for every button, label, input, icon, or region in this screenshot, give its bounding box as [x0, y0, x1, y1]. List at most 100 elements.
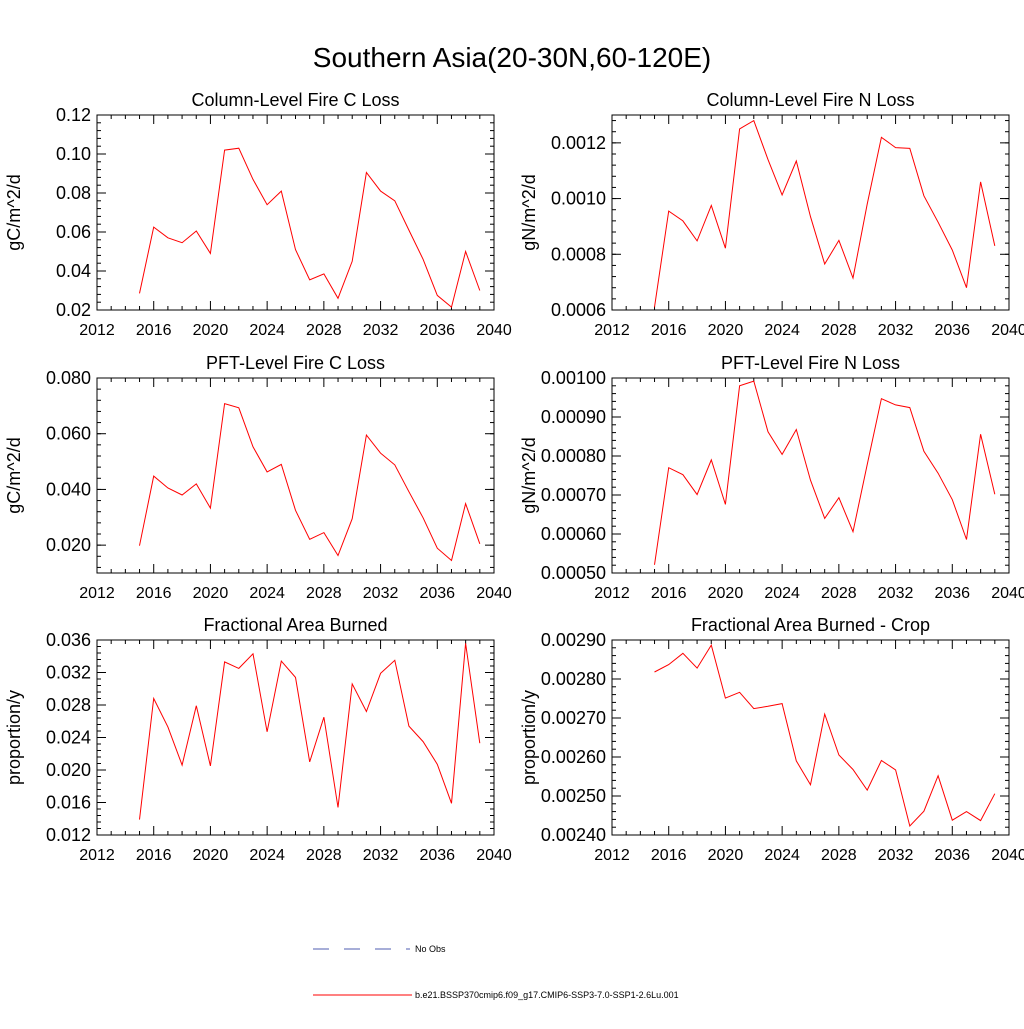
x-tick-label: 2036	[419, 585, 455, 602]
x-tick-label: 2036	[934, 585, 970, 602]
series-line	[654, 380, 996, 565]
panel-title: Column-Level Fire C Loss	[191, 90, 399, 110]
y-axis-label: proportion/y	[4, 690, 24, 785]
x-tick-label: 2040	[476, 847, 512, 864]
y-axis-label: gN/m^2/d	[519, 437, 539, 513]
y-tick-label: 0.0010	[551, 189, 606, 209]
x-tick-label: 2040	[476, 322, 512, 339]
panel-title: Fractional Area Burned - Crop	[691, 615, 930, 635]
plot-frame	[96, 114, 495, 311]
y-tick-label: 0.00280	[541, 669, 606, 689]
x-tick-label: 2032	[363, 322, 399, 339]
plot-frame	[611, 377, 1010, 574]
y-tick-label: 0.08	[56, 183, 91, 203]
x-tick-label: 2012	[79, 322, 115, 339]
y-tick-label: 0.080	[46, 368, 91, 388]
x-tick-label: 2012	[79, 585, 115, 602]
x-tick-label: 2020	[708, 585, 744, 602]
x-tick-label: 2028	[306, 585, 342, 602]
y-tick-label: 0.00270	[541, 708, 606, 728]
x-tick-label: 2016	[136, 322, 172, 339]
x-tick-label: 2016	[136, 585, 172, 602]
y-tick-label: 0.020	[46, 535, 91, 555]
y-tick-label: 0.060	[46, 424, 91, 444]
x-tick-label: 2024	[764, 322, 800, 339]
x-tick-label: 2012	[79, 847, 115, 864]
y-tick-label: 0.0012	[551, 133, 606, 153]
panel-5: Fractional Area Burned proportion/y 2012 20…	[4, 615, 512, 864]
x-tick-label: 2020	[193, 322, 229, 339]
x-tick-label: 2040	[991, 585, 1024, 602]
panel-6: Fractional Area Burned - Crop proportion/…	[519, 615, 1024, 864]
x-tick-label: 2016	[651, 585, 687, 602]
x-tick-label: 2024	[764, 847, 800, 864]
x-tick-label: 2040	[991, 847, 1024, 864]
y-tick-label: 0.00080	[541, 446, 606, 466]
series-line	[654, 643, 996, 828]
panel-4: PFT-Level Fire N Loss gN/m^2/d 2012 2016 202…	[519, 353, 1024, 602]
y-axis-label: gC/m^2/d	[4, 437, 24, 513]
y-tick-label: 0.00240	[541, 825, 606, 845]
y-tick-label: 0.00060	[541, 524, 606, 544]
x-tick-label: 2032	[878, 322, 914, 339]
x-tick-label: 2024	[249, 847, 285, 864]
y-tick-label: 0.032	[46, 663, 91, 683]
x-tick-label: 2036	[419, 322, 455, 339]
x-tick-label: 2012	[594, 322, 630, 339]
x-tick-label: 2040	[476, 585, 512, 602]
series-line	[139, 643, 481, 820]
panel-title: PFT-Level Fire N Loss	[721, 353, 900, 373]
x-tick-label: 2040	[991, 322, 1024, 339]
x-tick-label: 2020	[193, 847, 229, 864]
x-tick-label: 2024	[764, 585, 800, 602]
plot-frame	[96, 639, 495, 836]
legend-model-label: b.e21.BSSP370cmip6.f09_g17.CMIP6-SSP3-7.…	[415, 990, 679, 1000]
panel-title: Column-Level Fire N Loss	[706, 90, 914, 110]
panel-1: Column-Level Fire C Loss gC/m^2/d 2012 2016…	[4, 90, 512, 339]
x-tick-label: 2028	[821, 585, 857, 602]
main-title: Southern Asia(20-30N,60-120E)	[313, 42, 711, 73]
y-tick-label: 0.0008	[551, 244, 606, 264]
x-tick-label: 2020	[708, 322, 744, 339]
y-tick-label: 0.040	[46, 479, 91, 499]
y-tick-label: 0.0006	[551, 300, 606, 320]
x-tick-label: 2032	[363, 585, 399, 602]
y-tick-label: 0.04	[56, 261, 91, 281]
x-tick-label: 2036	[934, 322, 970, 339]
x-tick-label: 2028	[821, 322, 857, 339]
y-tick-label: 0.00250	[541, 786, 606, 806]
x-tick-label: 2036	[419, 847, 455, 864]
series-line	[654, 119, 996, 308]
y-axis-label: gN/m^2/d	[519, 174, 539, 250]
panel-3: PFT-Level Fire C Loss gC/m^2/d 2012 2016 202…	[4, 353, 512, 602]
panel-title: Fractional Area Burned	[203, 615, 387, 635]
x-tick-label: 2016	[651, 322, 687, 339]
y-tick-label: 0.012	[46, 825, 91, 845]
plot-frame	[611, 639, 1010, 836]
y-tick-label: 0.00070	[541, 485, 606, 505]
x-tick-label: 2012	[594, 585, 630, 602]
y-tick-label: 0.10	[56, 144, 91, 164]
x-tick-label: 2020	[193, 585, 229, 602]
y-tick-label: 0.016	[46, 793, 91, 813]
x-tick-label: 2032	[878, 847, 914, 864]
y-tick-label: 0.06	[56, 222, 91, 242]
series-line	[139, 402, 481, 562]
legend-obs-label: No Obs	[415, 944, 446, 954]
x-tick-label: 2032	[363, 847, 399, 864]
panel-2: Column-Level Fire N Loss gN/m^2/d 2012 2016…	[519, 90, 1024, 339]
x-tick-label: 2028	[821, 847, 857, 864]
y-tick-label: 0.024	[46, 728, 91, 748]
legend: No Obs b.e21.BSSP370cmip6.f09_g17.CMIP6-…	[313, 944, 679, 1000]
y-tick-label: 0.00100	[541, 368, 606, 388]
x-tick-label: 2016	[136, 847, 172, 864]
y-tick-label: 0.00090	[541, 407, 606, 427]
x-tick-label: 2028	[306, 847, 342, 864]
y-tick-label: 0.00290	[541, 630, 606, 650]
panel-title: PFT-Level Fire C Loss	[206, 353, 385, 373]
plot-frame	[96, 377, 495, 574]
y-tick-label: 0.00050	[541, 563, 606, 583]
x-tick-label: 2012	[594, 847, 630, 864]
y-tick-label: 0.028	[46, 695, 91, 715]
